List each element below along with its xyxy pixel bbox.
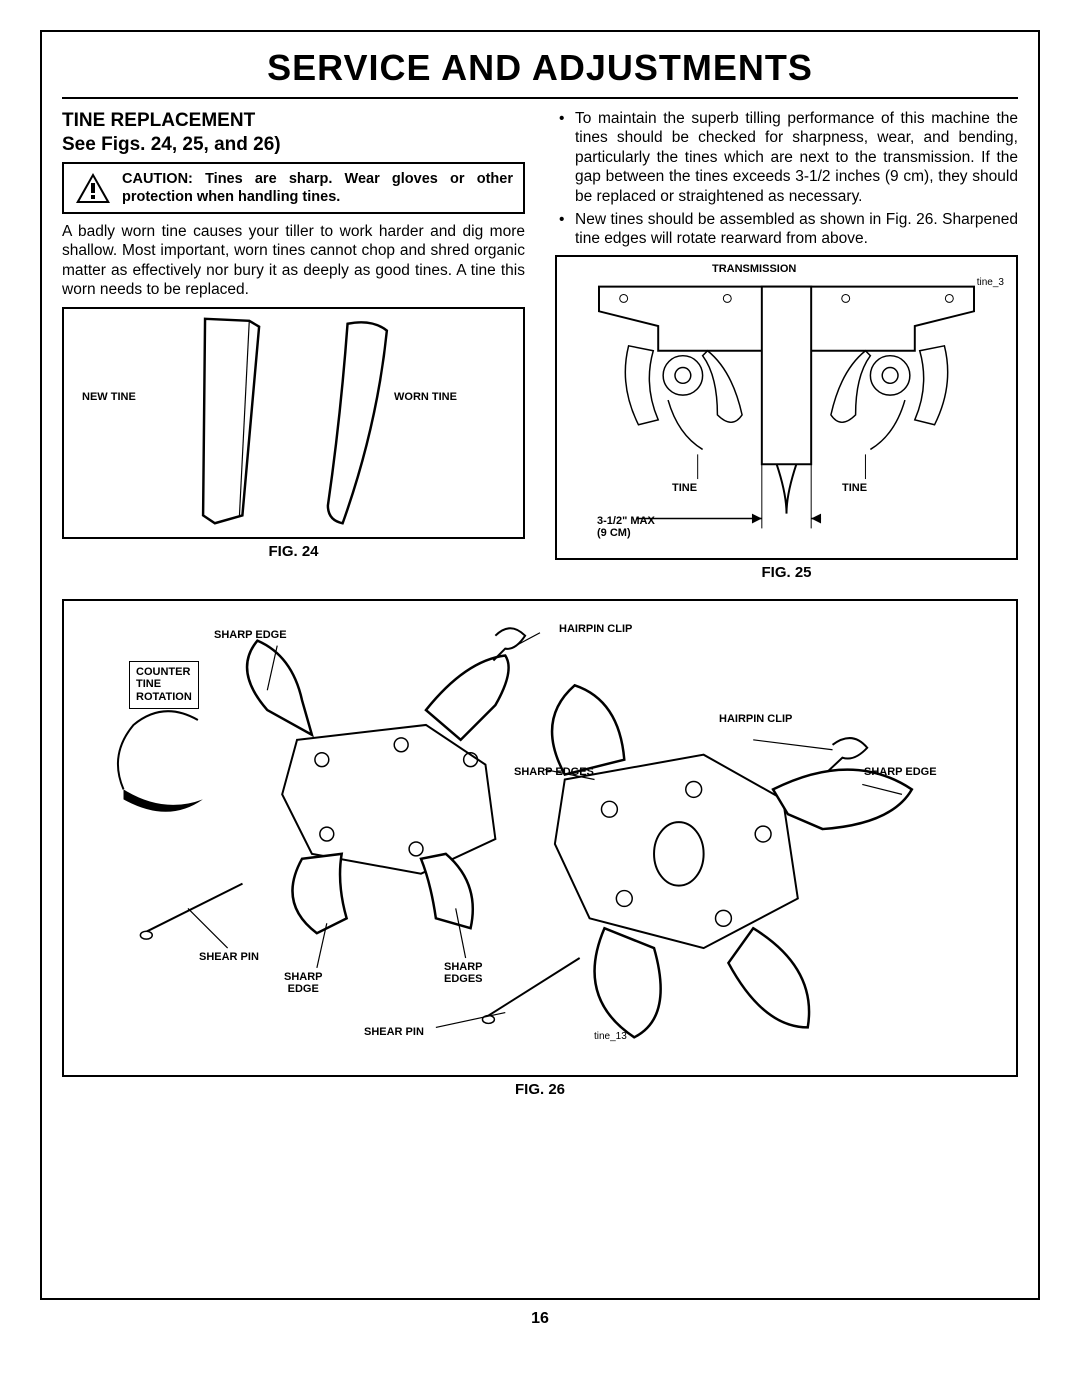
right-column: To maintain the superb tilling performan… (555, 109, 1018, 581)
page-border: SERVICE AND ADJUSTMENTS TINE REPLACEMENT… (40, 30, 1040, 1300)
bullet-list: To maintain the superb tilling performan… (555, 109, 1018, 249)
body-paragraph: A badly worn tine causes your tiller to … (62, 222, 525, 300)
page-number: 16 (40, 1310, 1040, 1328)
fig25-caption: FIG. 25 (555, 564, 1018, 581)
label-worn-tine: WORN TINE (394, 391, 457, 403)
fig26-caption: FIG. 26 (62, 1081, 1018, 1098)
label-shear-pin-2: SHEAR PIN (364, 1026, 424, 1038)
bullet-1: To maintain the superb tilling performan… (555, 109, 1018, 206)
bullet-2: New tines should be assembled as shown i… (555, 210, 1018, 249)
label-tine-left: TINE (672, 482, 697, 494)
label-max-1: 3-1/2" MAX (597, 515, 655, 527)
two-column-layout: TINE REPLACEMENT See Figs. 24, 25, and 2… (62, 109, 1018, 581)
figure-26: SHARP EDGE HAIRPIN CLIP COUNTERTINEROTAT… (62, 599, 1018, 1077)
label-max-2: (9 CM) (597, 527, 631, 539)
label-sharp-edge-1: SHARP EDGE (214, 629, 287, 641)
fig24-svg (64, 309, 523, 537)
label-tine3-ref: tine_3 (977, 277, 1004, 288)
label-tine13-ref: tine_13 (594, 1031, 627, 1042)
main-title: SERVICE AND ADJUSTMENTS (62, 47, 1018, 99)
figure-24: NEW TINE WORN TINE (62, 307, 525, 539)
label-hairpin-2: HAIRPIN CLIP (719, 713, 792, 725)
section-heading: TINE REPLACEMENT See Figs. 24, 25, and 2… (62, 109, 525, 157)
label-hairpin-1: HAIRPIN CLIP (559, 623, 632, 635)
label-sharp-edge-2: SHARP EDGE (864, 766, 937, 778)
caution-text: CAUTION: Tines are sharp. Wear gloves or… (122, 170, 513, 206)
label-max: 3-1/2" MAX (9 CM) (597, 515, 655, 539)
label-transmission: TRANSMISSION (712, 263, 796, 275)
fig25-svg (557, 257, 1016, 558)
label-new-tine: NEW TINE (82, 391, 136, 403)
left-column: TINE REPLACEMENT See Figs. 24, 25, and 2… (62, 109, 525, 581)
fig24-caption: FIG. 24 (62, 543, 525, 560)
label-tine-right: TINE (842, 482, 867, 494)
label-sharp-edges-2: SHARPEDGES (444, 961, 483, 985)
label-shear-pin-1: SHEAR PIN (199, 951, 259, 963)
caution-box: CAUTION: Tines are sharp. Wear gloves or… (62, 162, 525, 214)
label-sharp-edges-1: SHARP EDGES (514, 766, 594, 778)
figure-25: TRANSMISSION tine_3 TINE TINE 3-1/2" MAX… (555, 255, 1018, 560)
label-sharp-edge-3: SHARPEDGE (284, 971, 323, 995)
heading-line-1: TINE REPLACEMENT (62, 110, 255, 131)
fig26-svg (64, 601, 1016, 1075)
figure-26-wrap: SHARP EDGE HAIRPIN CLIP COUNTERTINEROTAT… (62, 599, 1018, 1098)
warning-icon (74, 171, 112, 205)
label-counter-rotation: COUNTERTINEROTATION (129, 661, 199, 709)
heading-line-2: See Figs. 24, 25, and 26) (62, 134, 281, 155)
